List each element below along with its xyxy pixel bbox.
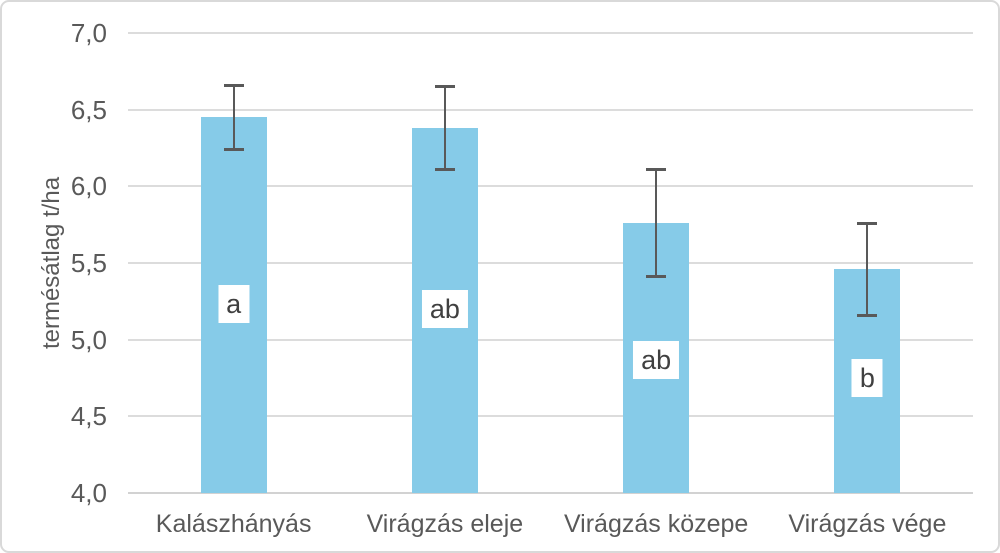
x-category-label-1: Kalászhányás: [155, 510, 312, 538]
significance-letter-2: ab: [421, 290, 468, 328]
x-category-label-2: Virágzás eleje: [366, 510, 524, 538]
gridline-5,5: [128, 262, 973, 264]
gridline-7,0: [128, 32, 973, 34]
x-axis-line: [128, 492, 973, 494]
significance-letter-1: a: [218, 285, 250, 324]
error-bar-cap-bottom: [857, 313, 878, 317]
error-bar-cap-top: [646, 167, 667, 171]
error-bar-cap-bottom: [646, 275, 667, 279]
y-tick-label: 4,5: [70, 401, 107, 432]
gridline-6,5: [128, 108, 973, 111]
error-bar-cap-bottom: [223, 148, 244, 152]
error-bar-stem: [866, 221, 869, 317]
error-bar-cap-top: [223, 83, 244, 87]
y-tick-label: 7,0: [70, 18, 107, 48]
error-bar-4: [857, 221, 878, 317]
error-bar-stem: [443, 85, 446, 171]
error-bar-cap-top: [857, 221, 878, 225]
x-category-label-3: Virágzás közepe: [563, 510, 749, 538]
y-tick-label: 6,5: [70, 94, 107, 125]
error-bar-2: [434, 85, 455, 171]
error-bar-stem: [655, 167, 658, 279]
plot-area: a ab ab b: [128, 32, 973, 494]
gridline-6,0: [128, 185, 973, 188]
gridline-5,0: [128, 338, 973, 341]
error-bar-cap-bottom: [434, 167, 455, 171]
x-category-label-4: Virágzás vége: [788, 510, 947, 538]
y-tick-label: 5,0: [70, 324, 107, 355]
error-bar-1: [223, 83, 244, 152]
error-bar-3: [646, 167, 667, 279]
y-tick-label: 4,0: [70, 478, 107, 508]
gridline-4,5: [128, 415, 973, 418]
y-tick-label: 6,0: [70, 171, 107, 202]
error-bar-stem: [232, 83, 235, 152]
significance-letter-3: ab: [633, 340, 680, 379]
significance-letter-4: b: [851, 359, 883, 397]
y-tick-label: 5,5: [70, 248, 107, 278]
error-bar-cap-top: [434, 85, 455, 89]
